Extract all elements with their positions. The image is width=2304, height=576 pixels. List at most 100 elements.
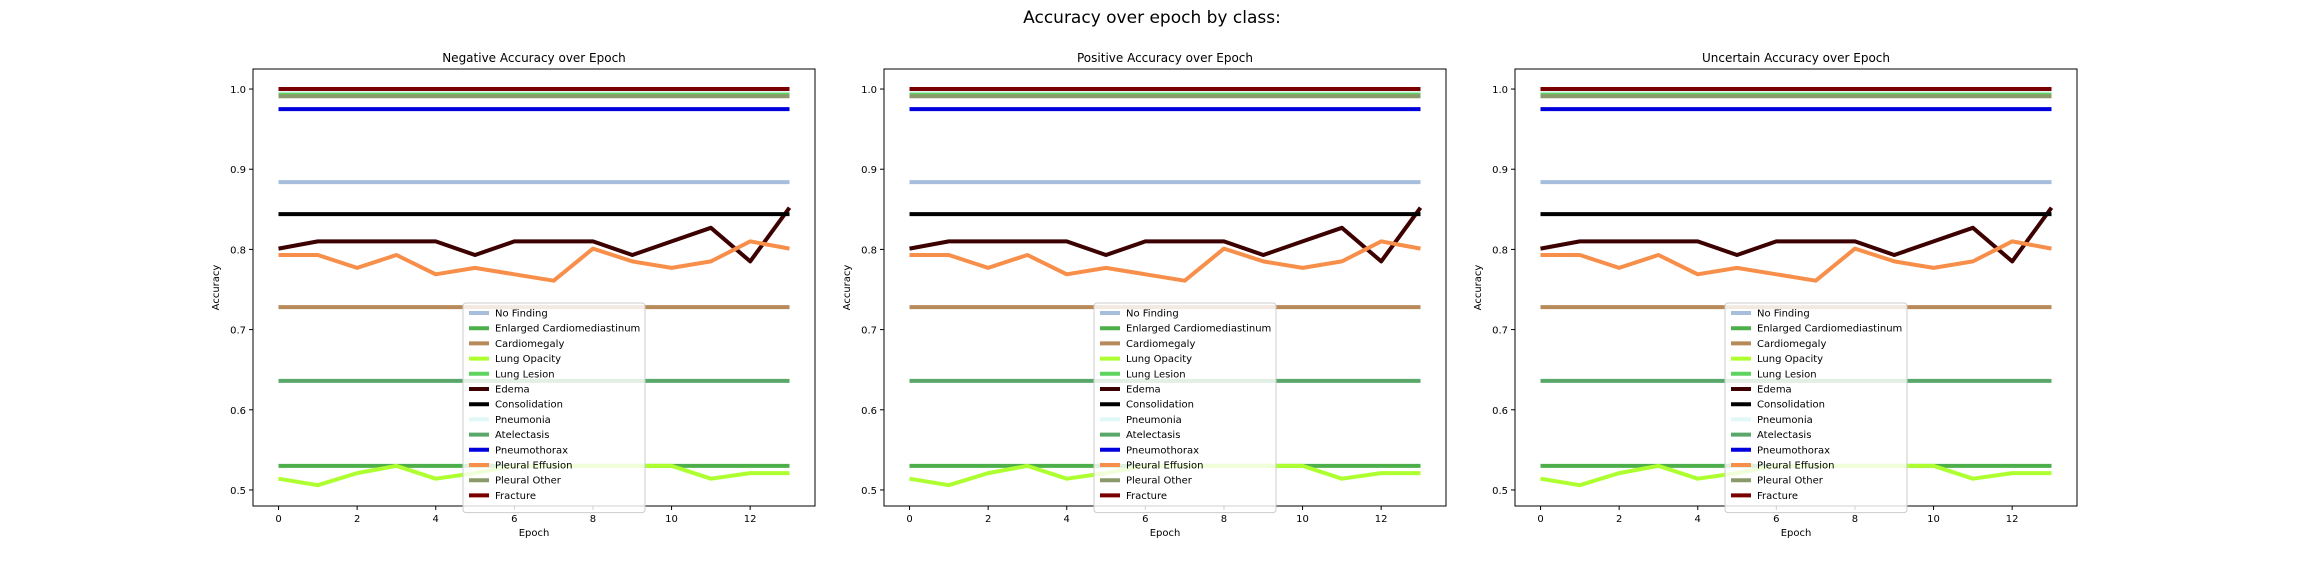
legend-box [1724,302,1908,514]
chart-title: Uncertain Accuracy over Epoch [1702,51,1890,65]
x-tick-label: 2 [354,514,360,525]
chart-title: Negative Accuracy over Epoch [442,51,626,65]
legend-box [1093,302,1277,514]
legend-entry: Consolidation [1126,400,1194,411]
x-tick-label: 10 [1296,514,1309,525]
legend-entry: Edema [495,385,530,396]
legend-entry: Lung Lesion [495,369,555,380]
legend-entry: Enlarged Cardiomediastinum [495,324,640,335]
x-tick-label: 8 [1221,514,1227,525]
legend: No Finding Enlarged Cardiomediastinum Card… [462,302,646,514]
legend-entry: Pleural Other [495,476,562,487]
legend-entry: Lung Opacity [1757,354,1823,365]
x-tick-label: 12 [1375,514,1388,525]
legend-entry: Pleural Effusion [1757,461,1835,472]
y-tick-label: 0.9 [861,165,877,176]
legend-entry: Edema [1126,385,1161,396]
series-line [278,206,792,264]
legend-entry: Edema [1757,385,1792,396]
legend-entry: Atelectasis [1126,430,1180,441]
chart-panel: Negative Accuracy over Epoch 0 2 4 6 8 10 12 0.5… [211,51,816,539]
legend-entry: Fracture [1757,491,1798,502]
legend-entry: Pleural Effusion [495,461,573,472]
legend-entry: Enlarged Cardiomediastinum [1126,324,1271,335]
legend-entry: Pleural Other [1757,476,1824,487]
y-tick-label: 0.5 [1492,486,1508,497]
y-tick-label: 0.6 [230,406,246,417]
x-tick-label: 0 [1537,514,1543,525]
legend-entry: No Finding [1126,309,1179,320]
x-tick-label: 4 [433,514,439,525]
y-tick-label: 0.5 [230,486,246,497]
legend-entry: Atelectasis [1757,430,1811,441]
legend-entry: Pneumonia [1126,415,1182,426]
legend-entry: Lung Lesion [1126,369,1186,380]
x-tick-label: 6 [1773,514,1779,525]
x-tick-label: 10 [1927,514,1940,525]
legend-entry: Pneumothorax [495,445,568,456]
x-tick-label: 4 [1064,514,1070,525]
y-tick-label: 1.0 [230,85,246,96]
y-tick-label: 0.9 [1492,165,1508,176]
legend-entry: Cardiomegaly [1126,339,1195,350]
legend-entry: Pneumothorax [1757,445,1830,456]
y-axis-label: Accuracy [1473,265,1484,311]
y-axis-label: Accuracy [211,265,222,311]
legend-entry: Cardiomegaly [1757,339,1826,350]
legend-entry: Pneumothorax [1126,445,1199,456]
legend: No Finding Enlarged Cardiomediastinum Card… [1093,302,1277,514]
legend-entry: No Finding [495,309,548,320]
legend-entry: Consolidation [1757,400,1825,411]
y-tick-label: 0.6 [1492,406,1508,417]
series-line [909,206,1423,264]
x-tick-label: 12 [744,514,757,525]
y-tick-label: 0.7 [861,326,877,337]
x-tick-label: 4 [1695,514,1701,525]
y-tick-label: 0.8 [861,245,877,256]
y-tick-label: 0.8 [230,245,246,256]
chart-panel: Uncertain Accuracy over Epoch 0 2 4 6 8 10 12 0.… [1473,51,2078,539]
y-tick-label: 1.0 [1492,85,1508,96]
legend-entry: Pleural Other [1126,476,1193,487]
y-tick-label: 0.6 [861,406,877,417]
series-line [278,239,790,283]
x-tick-label: 6 [1142,514,1148,525]
y-tick-label: 0.7 [1492,326,1508,337]
chart-panel: Positive Accuracy over Epoch 0 2 4 6 8 10 12 0.5… [842,51,1447,539]
legend-entry: Cardiomegaly [495,339,564,350]
legend-entry: Fracture [495,491,536,502]
y-tick-label: 0.7 [230,326,246,337]
chart-title: Positive Accuracy over Epoch [1077,51,1253,65]
figure-title: Accuracy over epoch by class: [1023,8,1281,28]
legend-entry: Pleural Effusion [1126,461,1204,472]
legend-entry: Fracture [1126,491,1167,502]
y-tick-label: 1.0 [861,85,877,96]
legend-entry: No Finding [1757,309,1810,320]
x-tick-label: 10 [665,514,678,525]
x-tick-label: 0 [275,514,281,525]
y-tick-label: 0.5 [861,486,877,497]
legend-entry: Lung Opacity [1126,354,1192,365]
legend-entry: Pneumonia [1757,415,1813,426]
legend-entry: Atelectasis [495,430,549,441]
legend-entry: Consolidation [495,400,563,411]
legend-entry: Lung Opacity [495,354,561,365]
legend-entry: Pneumonia [495,415,551,426]
x-axis-label: Epoch [1150,528,1181,539]
series-line [909,239,1421,283]
x-tick-label: 0 [906,514,912,525]
legend-entry: Lung Lesion [1757,369,1817,380]
series-line [1540,206,2054,264]
x-tick-label: 8 [590,514,596,525]
legend-entry: Enlarged Cardiomediastinum [1757,324,1902,335]
x-tick-label: 2 [1616,514,1622,525]
y-tick-label: 0.9 [230,165,246,176]
y-axis-label: Accuracy [842,265,853,311]
x-axis-label: Epoch [519,528,550,539]
legend-box [462,302,646,514]
x-axis-label: Epoch [1781,528,1812,539]
legend: No Finding Enlarged Cardiomediastinum Card… [1724,302,1908,514]
x-tick-label: 12 [2006,514,2019,525]
